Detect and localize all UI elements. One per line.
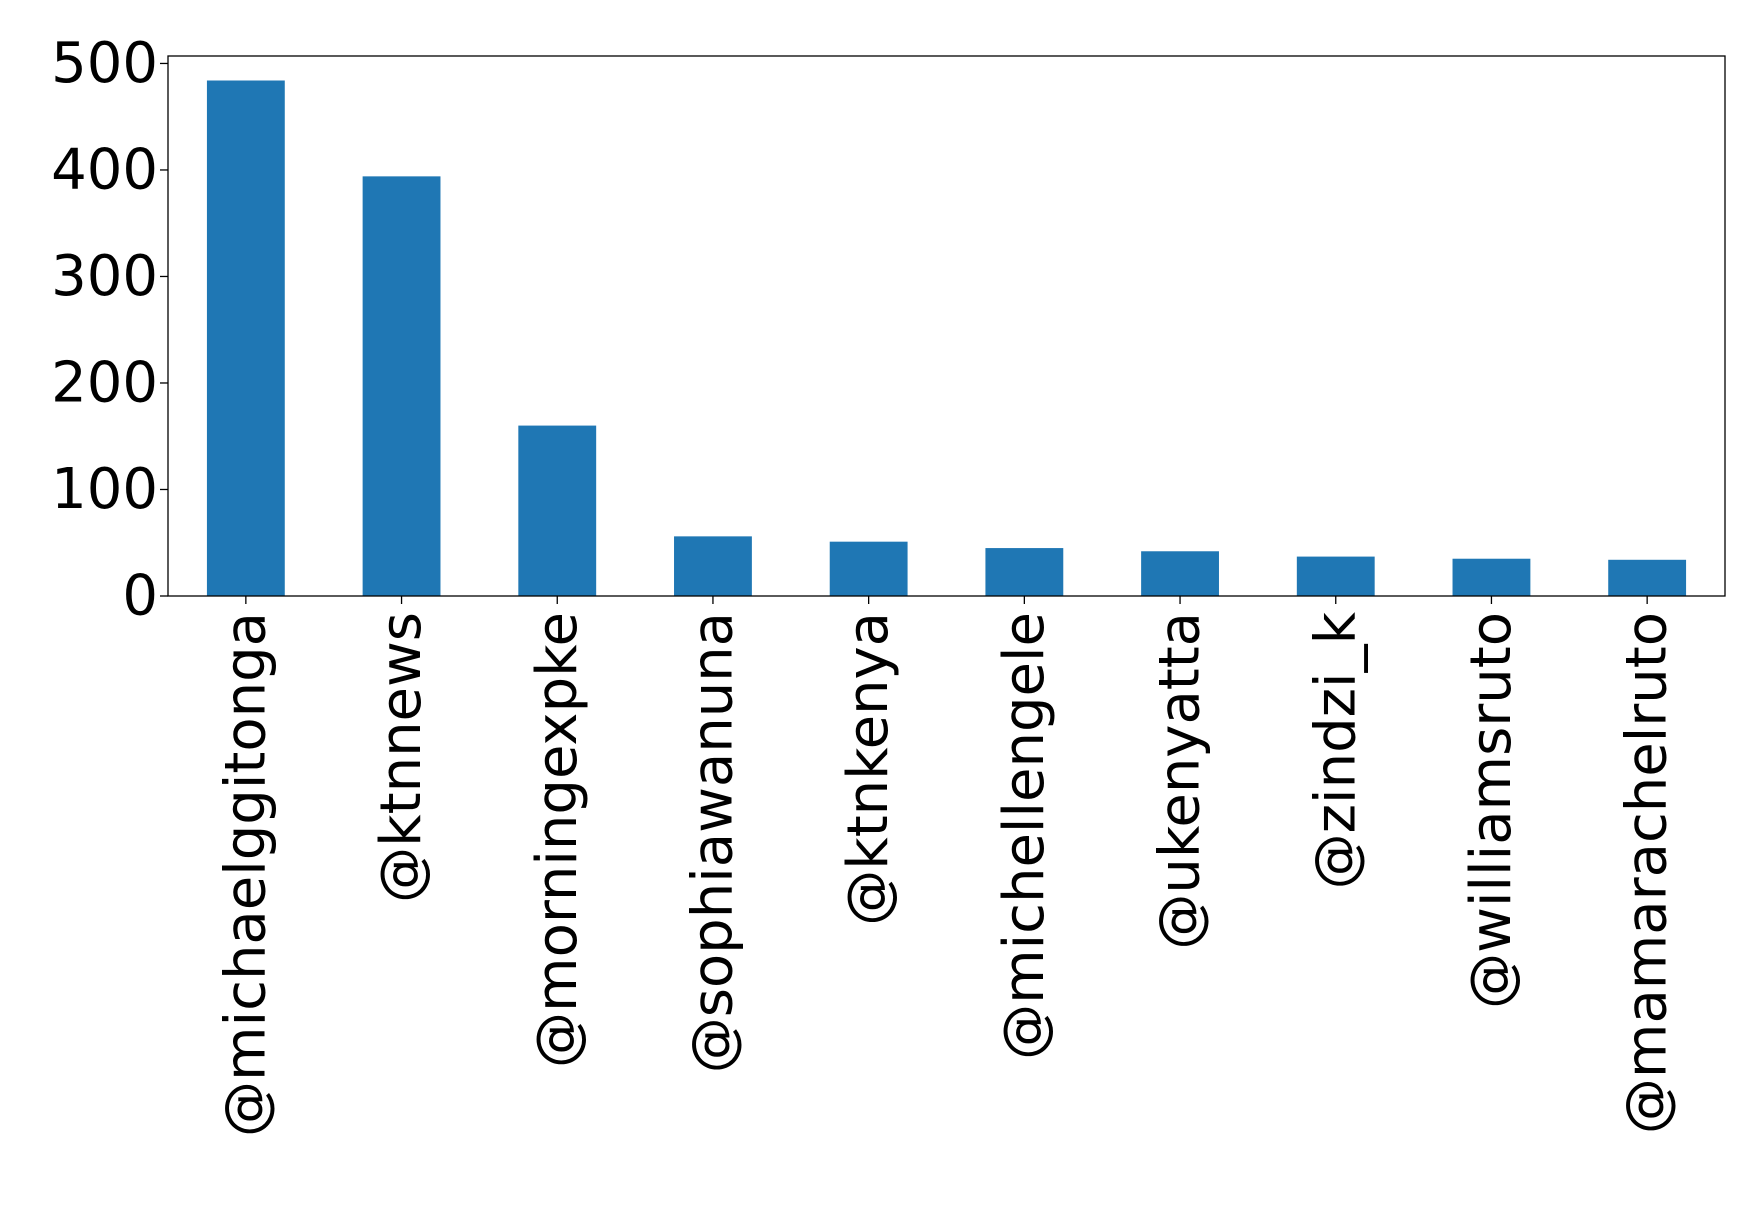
y-tick-label: 0 [122, 564, 158, 629]
x-tick-label: @michellengele [992, 612, 1057, 1060]
x-tick-label: @sophiawanuna [680, 612, 745, 1073]
bar-ktnkenya [829, 541, 908, 596]
bar-williamsruto [1452, 558, 1531, 596]
x-tick-label: @ktnkenya [836, 612, 901, 926]
y-axis: 0 100 200 300 400 500 [51, 31, 168, 629]
y-tick-label: 400 [51, 137, 158, 202]
x-tick-label: @williamsruto [1459, 612, 1524, 1009]
y-tick-label: 500 [51, 31, 158, 96]
y-tick-label: 100 [51, 457, 158, 522]
x-axis: @michaelggitonga @ktnnews @morningexpke @so… [213, 596, 1680, 1137]
x-tick-label: @zindzi_k [1303, 611, 1368, 889]
plot-frame [167, 55, 1726, 597]
bar-sophiawanuna [674, 536, 752, 596]
x-tick-label: @ktnnews [369, 612, 434, 903]
x-tick-label: @morningexpke [525, 612, 590, 1068]
y-tick-label: 200 [51, 350, 158, 415]
bars [206, 80, 1687, 596]
bar-mamarachelruto [1608, 559, 1687, 596]
x-tick-label: @ukenyatta [1148, 612, 1213, 950]
bar-morningexpke [518, 425, 597, 596]
bar-michaelggitonga [206, 80, 285, 596]
x-tick-label: @mamarachelruto [1615, 612, 1680, 1134]
bar-michellengele [985, 548, 1064, 596]
x-tick-label: @michaelggitonga [213, 612, 278, 1137]
bar-ukenyatta [1141, 551, 1219, 596]
y-tick-label: 300 [51, 244, 158, 309]
bar-ktnnews [362, 176, 441, 596]
bar-zindzi-k [1296, 556, 1375, 596]
